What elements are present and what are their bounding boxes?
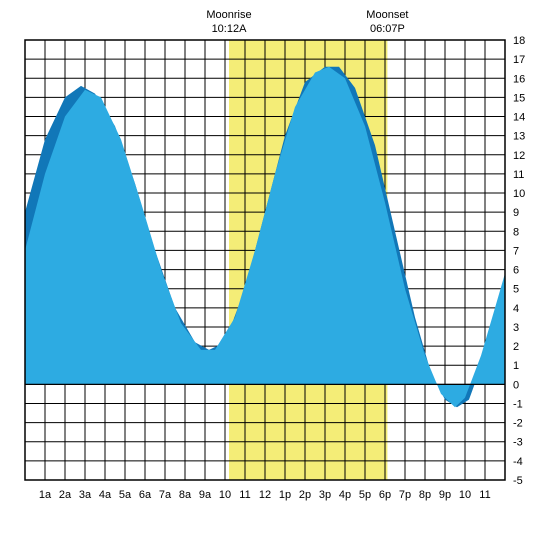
x-tick-label: 8a [179,489,192,501]
y-tick-label: 1 [513,360,519,372]
y-tick-label: -5 [513,475,523,487]
y-tick-label: 6 [513,265,519,277]
y-tick-label: 3 [513,322,519,334]
moonset-time: 06:07P [370,23,405,35]
x-tick-label: 12 [259,489,271,501]
x-tick-label: 1a [39,489,52,501]
moonset-label: Moonset [366,9,408,21]
x-tick-label: 9p [439,489,451,501]
moonrise-label: Moonrise [206,9,251,21]
x-tick-label: 4p [339,489,351,501]
y-tick-label: 16 [513,73,525,85]
x-tick-label: 5a [119,489,132,501]
y-tick-label: -2 [513,418,523,430]
y-tick-label: 17 [513,54,525,66]
x-tick-label: 10 [219,489,231,501]
y-tick-label: 13 [513,131,525,143]
y-tick-label: 5 [513,284,519,296]
x-tick-label: 6p [379,489,391,501]
tide-chart: 1a2a3a4a5a6a7a8a9a1011121p2p3p4p5p6p7p8p… [0,0,550,550]
x-tick-label: 10 [459,489,471,501]
x-tick-label: 9a [199,489,212,501]
y-tick-label: 11 [513,169,524,181]
y-tick-label: 8 [513,226,519,238]
x-tick-label: 3a [79,489,92,501]
y-tick-label: 14 [513,112,525,124]
x-tick-label: 8p [419,489,431,501]
y-tick-label: 2 [513,341,519,353]
y-tick-label: -4 [513,456,523,468]
x-tick-label: 11 [479,489,490,501]
x-tick-label: 6a [139,489,152,501]
y-tick-label: 12 [513,150,525,162]
y-tick-label: 4 [513,303,519,315]
x-tick-label: 2a [59,489,72,501]
y-tick-label: 18 [513,35,525,47]
y-tick-label: 0 [513,379,519,391]
y-tick-label: 7 [513,245,519,257]
x-tick-label: 5p [359,489,371,501]
x-tick-label: 7p [399,489,411,501]
x-tick-label: 3p [319,489,331,501]
moonrise-time: 10:12A [212,23,248,35]
y-tick-label: -1 [513,398,523,410]
x-tick-label: 11 [239,489,250,501]
x-tick-label: 1p [279,489,291,501]
x-tick-label: 2p [299,489,311,501]
x-tick-label: 4a [99,489,112,501]
y-tick-label: 10 [513,188,525,200]
y-tick-label: 15 [513,92,525,104]
y-tick-label: -3 [513,437,523,449]
y-tick-label: 9 [513,207,519,219]
x-tick-label: 7a [159,489,172,501]
